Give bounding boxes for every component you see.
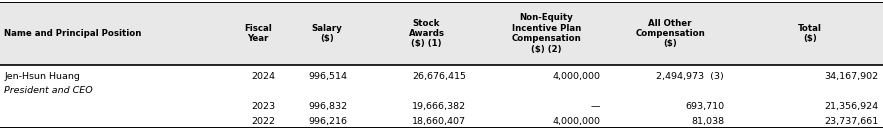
- Text: 19,666,382: 19,666,382: [412, 102, 466, 111]
- Text: 996,216: 996,216: [308, 117, 347, 126]
- Text: Fiscal
Year: Fiscal Year: [244, 24, 272, 43]
- Text: 18,660,407: 18,660,407: [412, 117, 466, 126]
- Text: 2023: 2023: [252, 102, 275, 111]
- Text: 2,494,973  (3): 2,494,973 (3): [656, 72, 724, 81]
- Text: 34,167,902: 34,167,902: [825, 72, 879, 81]
- Text: Salary
($): Salary ($): [312, 24, 342, 43]
- Text: 81,038: 81,038: [691, 117, 724, 126]
- Text: All Other
Compensation
($): All Other Compensation ($): [636, 19, 705, 49]
- Text: 2022: 2022: [252, 117, 275, 126]
- Text: —: —: [591, 102, 600, 111]
- Text: 21,356,924: 21,356,924: [825, 102, 879, 111]
- Text: 4,000,000: 4,000,000: [553, 72, 600, 81]
- Text: Non-Equity
Incentive Plan
Compensation
($) (2): Non-Equity Incentive Plan Compensation (…: [512, 13, 581, 54]
- Text: 693,710: 693,710: [685, 102, 724, 111]
- Text: Name and Principal Position: Name and Principal Position: [4, 29, 142, 38]
- Text: President and CEO: President and CEO: [4, 86, 94, 95]
- Text: Total
($): Total ($): [797, 24, 822, 43]
- Text: 26,676,415: 26,676,415: [412, 72, 466, 81]
- Text: 996,832: 996,832: [308, 102, 347, 111]
- Text: 4,000,000: 4,000,000: [553, 117, 600, 126]
- Text: Jen-Hsun Huang: Jen-Hsun Huang: [4, 72, 80, 81]
- Text: 2024: 2024: [252, 72, 275, 81]
- Text: Stock
Awards
($) (1): Stock Awards ($) (1): [409, 19, 444, 49]
- Text: 996,514: 996,514: [308, 72, 347, 81]
- Bar: [0, 3, 883, 64]
- Text: 23,737,661: 23,737,661: [825, 117, 879, 126]
